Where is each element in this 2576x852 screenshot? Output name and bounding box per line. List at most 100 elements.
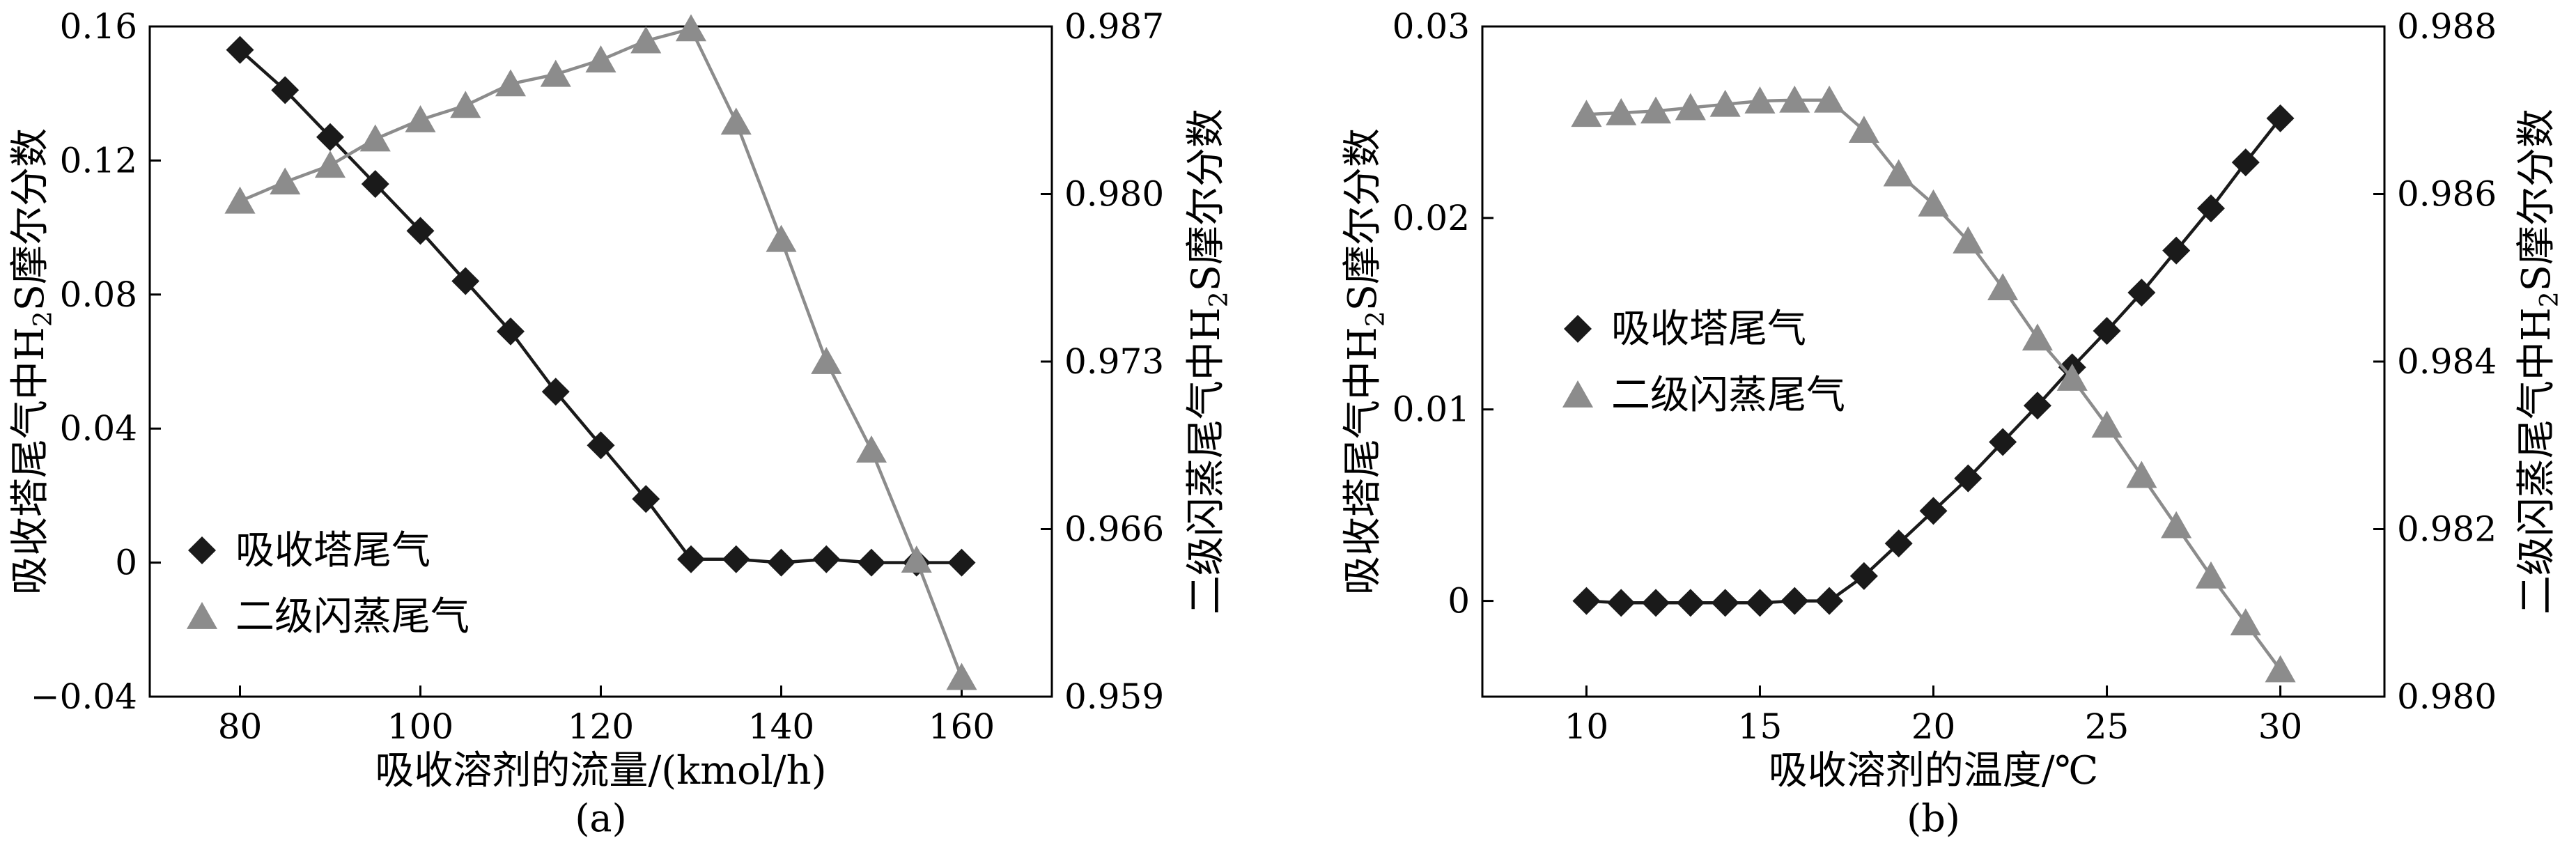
series-flash-point [2091,410,2123,438]
series-absorber [1572,104,2295,617]
series-flash-point [2161,511,2192,539]
y-right-tick-label: 0.966 [1064,509,1164,550]
y-left-tick-label: 0 [115,543,137,583]
series-flash-point [359,124,391,152]
series-absorber-point [2023,392,2051,420]
series-flash-point [1814,85,1845,113]
x-tick-label: 120 [568,706,634,747]
y-right-tick-label: 0.988 [2397,6,2497,47]
series-absorber-point [2196,194,2225,223]
series-flash-point [1848,116,1879,143]
series-absorber-point [1849,561,1878,590]
y-left-axis-title: 吸收塔尾气中H2S摩尔分数 [8,128,58,595]
series-absorber-point [722,545,750,573]
series-flash-point [1640,96,1672,124]
series-flash-point [1953,226,1984,254]
legend-label: 吸收塔尾气 [1611,307,1806,352]
series-flash-point [405,104,436,132]
x-tick-label: 20 [1911,706,1956,747]
series-flash [1571,85,2296,683]
series-flash-point [224,186,256,214]
series-flash-point [1709,89,1741,117]
series-flash-point [2230,608,2261,636]
series-absorber-point [2231,148,2260,177]
y-left-tick-label: 0.02 [1392,198,1470,238]
series-absorber-point [632,485,660,513]
legend-marker [1562,380,1594,408]
series-flash-point [585,45,616,72]
x-tick-label: 100 [387,706,453,747]
series-absorber-point [271,76,300,104]
series-absorber-point [1676,589,1705,617]
legend-marker [188,536,216,564]
series-absorber-point [1989,428,2017,456]
y-right-tick-label: 0.980 [1064,174,1164,215]
series-flash-point [1987,273,2019,301]
series-flash-point [2195,561,2227,589]
series-flash-point [2265,655,2296,683]
series-flash-point [540,59,571,87]
series-absorber-point [858,548,885,577]
x-tick-label: 140 [748,706,814,747]
x-tick-label: 25 [2085,706,2129,747]
x-axis-title: 吸收溶剂的温度/℃ [1769,748,2099,793]
series-absorber-point [587,431,615,460]
y-right-axis-title: 二级闪蒸尾气中H2S摩尔分数 [1184,109,1234,614]
y-right-tick-label: 0.973 [1064,341,1164,382]
series-absorber-point [2127,279,2156,307]
series-absorber-point [812,545,841,573]
y-left-tick-label: −0.04 [31,676,137,717]
x-tick-label: 80 [218,706,263,747]
legend-marker [1564,315,1592,343]
series-absorber-point [316,123,344,151]
series-absorber-point [1711,589,1739,617]
y-left-tick-label: 0.08 [60,274,137,315]
y-right-tick-label: 0.980 [2397,676,2497,717]
x-axis-title: 吸收溶剂的流量/(kmol/h) [375,748,826,793]
y-left-tick-label: 0.03 [1392,6,1470,47]
series-flash-point [1571,100,1602,127]
y-left-axis-title: 吸收塔尾气中H2S摩尔分数 [1340,128,1390,595]
series-absorber-point [1572,587,1601,615]
series-absorber-point [451,267,480,295]
series-flash-point [901,545,932,573]
series-absorber-line [239,49,962,564]
series-absorber-point [1780,587,1809,615]
series-flash-point [1918,189,1949,217]
y-left-tick-label: 0.01 [1392,389,1470,430]
series-flash-point [1606,98,1637,125]
series-absorber-point [2266,104,2295,132]
y-left-tick-label: 0.12 [60,140,137,180]
series-absorber-point [361,170,389,199]
series-flash-point [720,107,752,135]
series-flash-point [1675,93,1706,121]
y-right-tick-label: 0.982 [2397,509,2497,550]
series-flash-point [630,26,662,54]
y-right-tick-label: 0.959 [1064,676,1164,717]
series-flash-point [766,224,797,252]
series-absorber-point [1884,529,1913,558]
series-absorber-point [406,217,435,245]
x-tick-label: 15 [1738,706,1783,747]
series-absorber-point [541,378,570,406]
series-absorber-point [1954,464,1983,493]
y-left-tick-label: 0.04 [60,408,137,449]
chart-a: 80 100 120 140 160 −0.04 0 0.04 0.08 0.12 0.16 0.95… [8,6,1234,840]
x-tick-label: 30 [2258,706,2303,747]
series-flash-point [811,347,842,374]
series-flash-line [239,26,963,679]
y-left-tick-label: 0.16 [60,6,137,47]
series-flash-point [495,69,527,97]
series-flash-point [2022,323,2053,351]
series-absorber-point [226,36,254,64]
x-tick-label: 160 [929,706,995,747]
panel-label: (b) [1907,796,1960,840]
panel-label: (a) [575,796,626,840]
series-absorber-point [1746,589,1774,617]
series-flash [224,14,977,690]
series-absorber-point [497,317,525,346]
legend-label: 二级闪蒸尾气 [1611,373,1845,418]
legend-label: 吸收塔尾气 [235,528,430,573]
